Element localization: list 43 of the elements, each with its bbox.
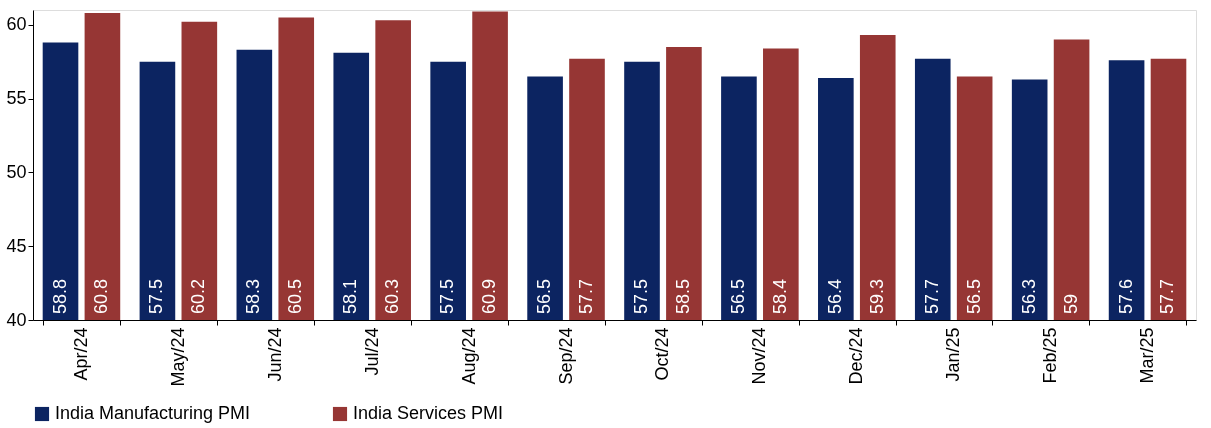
x-tick-label: Jan/25: [943, 327, 964, 382]
y-tick-label: 50: [6, 161, 27, 182]
legend-label: India Manufacturing PMI: [55, 403, 251, 423]
data-label: 60.9: [479, 278, 500, 314]
data-label: 57.7: [1157, 278, 1178, 314]
data-label: 57.7: [576, 278, 596, 314]
x-tick-label: Apr/24: [70, 327, 91, 381]
x-tick-label: Aug/24: [458, 327, 479, 385]
data-label: 56.5: [727, 278, 748, 314]
data-label: 58.3: [243, 278, 264, 314]
data-label: 58.5: [672, 278, 693, 314]
data-label: 59.3: [866, 278, 887, 314]
x-tick-label: Jun/24: [264, 327, 285, 382]
data-label: 60.5: [285, 278, 306, 314]
data-label: 60.8: [91, 278, 112, 314]
y-tick-label: 55: [6, 88, 27, 109]
data-label: 56.5: [963, 278, 984, 314]
data-label: 56.4: [824, 278, 845, 314]
data-label: 57.5: [146, 278, 167, 314]
x-tick-label: Mar/25: [1137, 327, 1158, 384]
data-label: 56.5: [534, 278, 555, 314]
data-label: 57.6: [1115, 278, 1136, 314]
data-label: 56.3: [1018, 278, 1039, 314]
y-tick-label: 60: [6, 14, 27, 35]
y-tick-label: 45: [6, 235, 27, 256]
data-label: 57.5: [631, 278, 651, 314]
x-tick-label: Dec/24: [846, 327, 867, 385]
data-label: 58.4: [769, 278, 790, 314]
x-tick-label: Jul/24: [361, 327, 382, 376]
x-tick-label: Feb/25: [1040, 327, 1061, 384]
x-tick-label: May/24: [167, 327, 188, 387]
x-tick-label: Nov/24: [749, 327, 770, 385]
y-tick-label: 40: [6, 309, 27, 330]
data-label: 59: [1060, 293, 1081, 314]
data-label: 60.2: [188, 278, 209, 314]
data-label: 58.8: [49, 278, 70, 314]
data-label: 57.7: [921, 278, 942, 314]
x-tick-label: Oct/24: [652, 327, 673, 381]
data-label: 57.5: [437, 278, 458, 314]
data-label: 58.1: [340, 278, 361, 314]
x-tick-label: Sep/24: [555, 327, 576, 385]
data-label: 60.3: [382, 278, 403, 314]
legend-label: India Services PMI: [353, 403, 504, 423]
